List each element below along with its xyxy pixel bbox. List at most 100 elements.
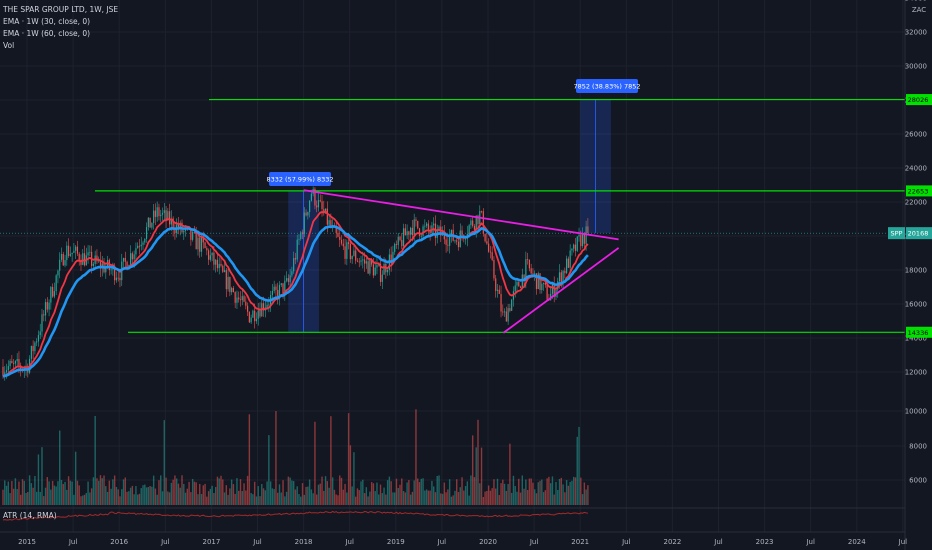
volume-bar: [337, 495, 339, 505]
volume-bar: [452, 495, 454, 505]
volume-bar: [99, 475, 102, 505]
legend-ema60[interactable]: EMA · 1W (60, close, 0): [3, 29, 91, 38]
volume-bar: [432, 486, 435, 505]
candle-body: [202, 237, 204, 243]
legend-vol[interactable]: Vol: [3, 41, 15, 50]
volume-bar: [374, 491, 376, 505]
volume-bar: [558, 478, 561, 505]
volume-bar: [32, 487, 34, 505]
volume-bar: [275, 411, 277, 505]
candle-body: [301, 232, 304, 234]
volume-bar: [539, 480, 541, 505]
legend-atr[interactable]: ATR (14, RMA): [3, 511, 57, 520]
volume-bar: [317, 484, 320, 505]
legend-title[interactable]: THE SPAR GROUP LTD, 1W, JSE: [3, 5, 119, 14]
candle-body: [300, 232, 302, 239]
candle-body: [410, 227, 412, 235]
candle-body: [60, 253, 63, 260]
volume-bar: [124, 477, 126, 505]
candle-body: [317, 200, 320, 208]
volume-bar: [156, 494, 158, 505]
volume-bar: [236, 478, 238, 505]
volume-bar: [191, 478, 194, 505]
horizontal-levels[interactable]: [0, 98, 905, 333]
volume-bar: [509, 443, 511, 505]
price-tick: 34000: [905, 0, 927, 3]
atr-pane: [2, 510, 588, 521]
time-tick: Jul: [160, 538, 170, 546]
candle-body: [32, 345, 34, 352]
candle-body: [488, 243, 490, 252]
candle-body: [381, 274, 383, 282]
volume-bar: [418, 482, 421, 505]
candle-body: [459, 230, 461, 248]
candle-body: [379, 263, 382, 282]
candle-body: [330, 220, 332, 227]
volume-bar: [289, 477, 291, 505]
candle-body: [179, 222, 181, 230]
volume-bar: [67, 476, 70, 505]
price-tick: 16000: [905, 301, 927, 309]
volume-bar: [457, 491, 460, 505]
volume-bar: [324, 476, 327, 505]
candle-body: [346, 242, 348, 259]
volume-bar: [355, 496, 357, 505]
volume-bar: [112, 479, 114, 505]
candle-body: [418, 228, 421, 236]
volume-bar: [158, 480, 160, 505]
volume-bar: [23, 480, 25, 505]
volume-bar: [121, 489, 123, 505]
volume-bar: [581, 494, 584, 505]
volume-bar: [344, 483, 346, 505]
volume-bar: [456, 479, 458, 505]
candle-body: [413, 219, 415, 236]
volume-bar: [16, 489, 18, 505]
volume-bar: [4, 480, 6, 505]
candle-body: [519, 286, 522, 288]
candle-body: [73, 250, 75, 253]
candle-body: [183, 230, 185, 233]
volume-bar: [569, 481, 571, 505]
volume-bar: [445, 492, 447, 505]
candle-body: [99, 260, 102, 269]
candle-body: [250, 317, 252, 323]
candle-body: [399, 236, 401, 241]
volume-bar: [262, 488, 265, 505]
volume-bar: [333, 489, 336, 505]
volume-bar: [574, 477, 577, 505]
candle-body: [147, 217, 149, 228]
price-tick: 8000: [909, 443, 927, 451]
volume-bar: [523, 488, 525, 505]
candle-body: [75, 246, 77, 251]
volume-bar: [307, 486, 309, 505]
candle-body: [532, 273, 534, 275]
volume-bar: [516, 491, 518, 505]
candle-body: [87, 252, 89, 256]
volume-bar: [314, 421, 316, 505]
level-label: 28026: [908, 96, 929, 104]
legend-ema30[interactable]: EMA · 1W (30, close, 0): [3, 17, 91, 26]
volume-bar: [243, 483, 245, 505]
candle-body: [425, 223, 428, 226]
candle-body: [257, 310, 259, 319]
volume-bar: [417, 478, 419, 505]
candle-body: [411, 227, 414, 236]
candle-body: [236, 297, 238, 303]
volume-bar: [103, 475, 105, 505]
volume-bar: [420, 478, 422, 505]
candle-body: [268, 304, 270, 306]
trend-line: [303, 189, 619, 241]
time-tick: Jul: [529, 538, 539, 546]
candle-body: [369, 260, 371, 274]
candle-body: [305, 212, 307, 216]
volume-bar: [92, 477, 95, 505]
volume-bar: [119, 496, 121, 505]
volume-bar: [542, 492, 545, 505]
volume-bar: [188, 481, 190, 505]
volume-bar: [142, 485, 144, 505]
symbol-label: SPP: [891, 230, 903, 238]
candle-body: [234, 292, 236, 303]
trend-lines[interactable]: [303, 189, 620, 334]
